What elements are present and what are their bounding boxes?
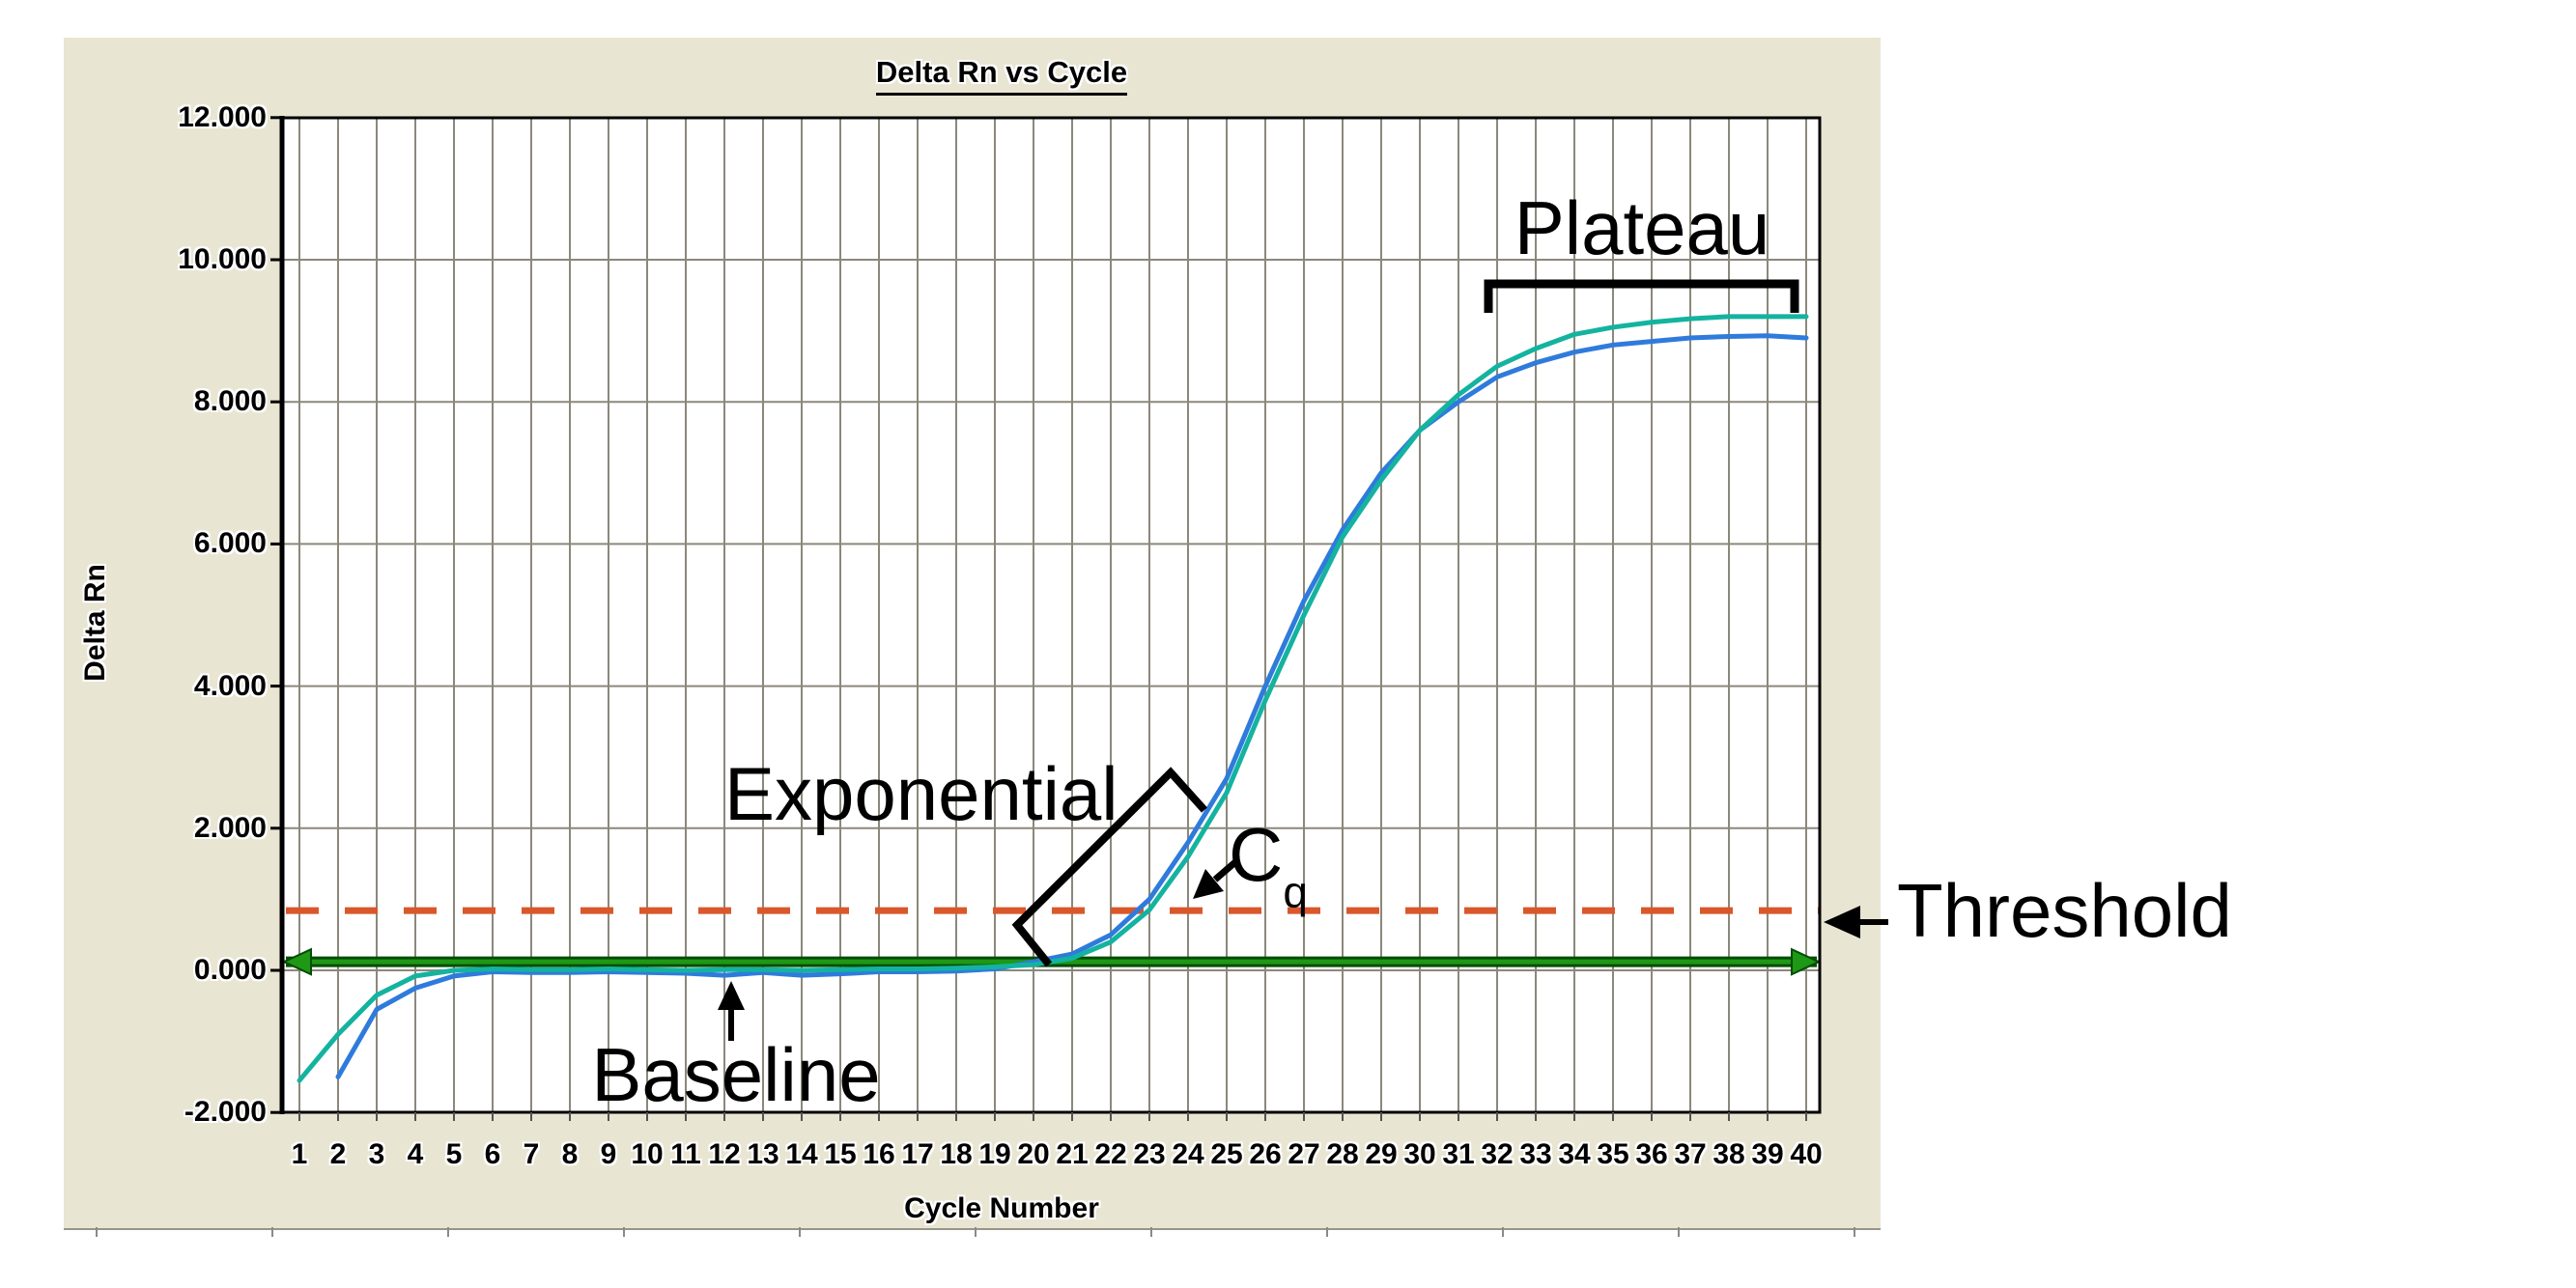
- x-tick-label: 35: [1597, 1138, 1629, 1170]
- x-tick-label: 37: [1674, 1138, 1707, 1170]
- amplification-curve-blue: [335, 333, 1809, 1079]
- x-tick-label: 5: [445, 1138, 463, 1170]
- x-tick-label: 15: [824, 1138, 857, 1170]
- cq-arrow-head-icon: [1193, 869, 1224, 899]
- x-tick-label: 39: [1751, 1138, 1784, 1170]
- y-tick-label: 12.000: [178, 100, 267, 133]
- y-axis-title: Delta Rn: [79, 564, 111, 682]
- baseline-line-left-arrow-icon: [281, 947, 312, 976]
- x-tick-label: 9: [600, 1138, 617, 1170]
- x-tick-label: 13: [747, 1138, 779, 1170]
- x-tick-label: 11: [670, 1138, 701, 1170]
- x-tick-label: 23: [1133, 1138, 1166, 1170]
- annotation-threshold: Threshold: [1897, 868, 2232, 953]
- threshold-arrow-head-icon: [1824, 906, 1860, 938]
- x-tick-label: 30: [1403, 1138, 1436, 1170]
- x-tick-label: 12: [708, 1138, 741, 1170]
- x-tick-label: 27: [1288, 1138, 1320, 1170]
- x-tick-label: 40: [1790, 1138, 1823, 1170]
- x-tick-label: 34: [1558, 1138, 1591, 1170]
- cq-main: C: [1229, 812, 1284, 897]
- x-tick-label: 31: [1442, 1138, 1475, 1170]
- x-tick-label: 14: [785, 1138, 818, 1170]
- x-tick-label: 3: [368, 1138, 385, 1170]
- annotation-exponential: Exponential: [724, 751, 1118, 836]
- baseline-arrow-head-icon: [718, 981, 745, 1010]
- y-tick-label: 0.000: [193, 954, 267, 986]
- x-tick-label: 1: [291, 1138, 308, 1170]
- y-tick-label: 6.000: [193, 527, 267, 560]
- x-tick-label: 26: [1249, 1138, 1282, 1170]
- annotation-cq: Cq: [1229, 817, 1308, 914]
- y-tick-label: -2.000: [184, 1096, 267, 1129]
- chart-title: Delta Rn vs Cycle: [808, 55, 1195, 96]
- x-tick-label: 8: [561, 1138, 579, 1170]
- exponential-bracket: [1011, 767, 1207, 967]
- x-tick-label: 36: [1635, 1138, 1668, 1170]
- x-tick-label: 16: [863, 1138, 895, 1170]
- x-tick-label: 4: [407, 1138, 424, 1170]
- cq-subscript: q: [1283, 867, 1308, 917]
- y-tick-label: 4.000: [193, 669, 267, 702]
- x-axis-title: Cycle Number: [904, 1192, 1099, 1224]
- x-tick-label: 19: [978, 1138, 1011, 1170]
- baseline-line-right-arrow-icon: [1791, 947, 1822, 976]
- y-tick-label: 8.000: [193, 385, 267, 418]
- x-tick-label: 20: [1017, 1138, 1050, 1170]
- x-tick-label: 2: [329, 1138, 347, 1170]
- x-tick-label: 21: [1056, 1138, 1089, 1170]
- plateau-bracket: [1484, 279, 1799, 313]
- x-tick-label: 33: [1519, 1138, 1552, 1170]
- x-tick-label: 28: [1326, 1138, 1359, 1170]
- annotation-plateau: Plateau: [1514, 185, 1770, 270]
- amplification-curve-teal: [297, 314, 1809, 1083]
- y-tick-label: 10.000: [178, 243, 267, 275]
- x-tick-label: 18: [940, 1138, 973, 1170]
- x-tick-label: 29: [1365, 1138, 1398, 1170]
- x-tick-label: 6: [484, 1138, 501, 1170]
- x-tick-label: 32: [1481, 1138, 1514, 1170]
- x-tick-label: 10: [631, 1138, 664, 1170]
- x-tick-label: 25: [1210, 1138, 1243, 1170]
- x-tick-label: 7: [523, 1138, 540, 1170]
- x-tick-label: 38: [1713, 1138, 1745, 1170]
- cq-arrow-line: [1212, 858, 1239, 882]
- x-tick-label: 24: [1172, 1138, 1204, 1170]
- annotation-baseline: Baseline: [591, 1032, 881, 1117]
- x-tick-label: 22: [1094, 1138, 1127, 1170]
- chart-title-text: Delta Rn vs Cycle: [875, 55, 1128, 96]
- y-tick-label: 2.000: [193, 811, 267, 844]
- x-tick-label: 17: [901, 1138, 934, 1170]
